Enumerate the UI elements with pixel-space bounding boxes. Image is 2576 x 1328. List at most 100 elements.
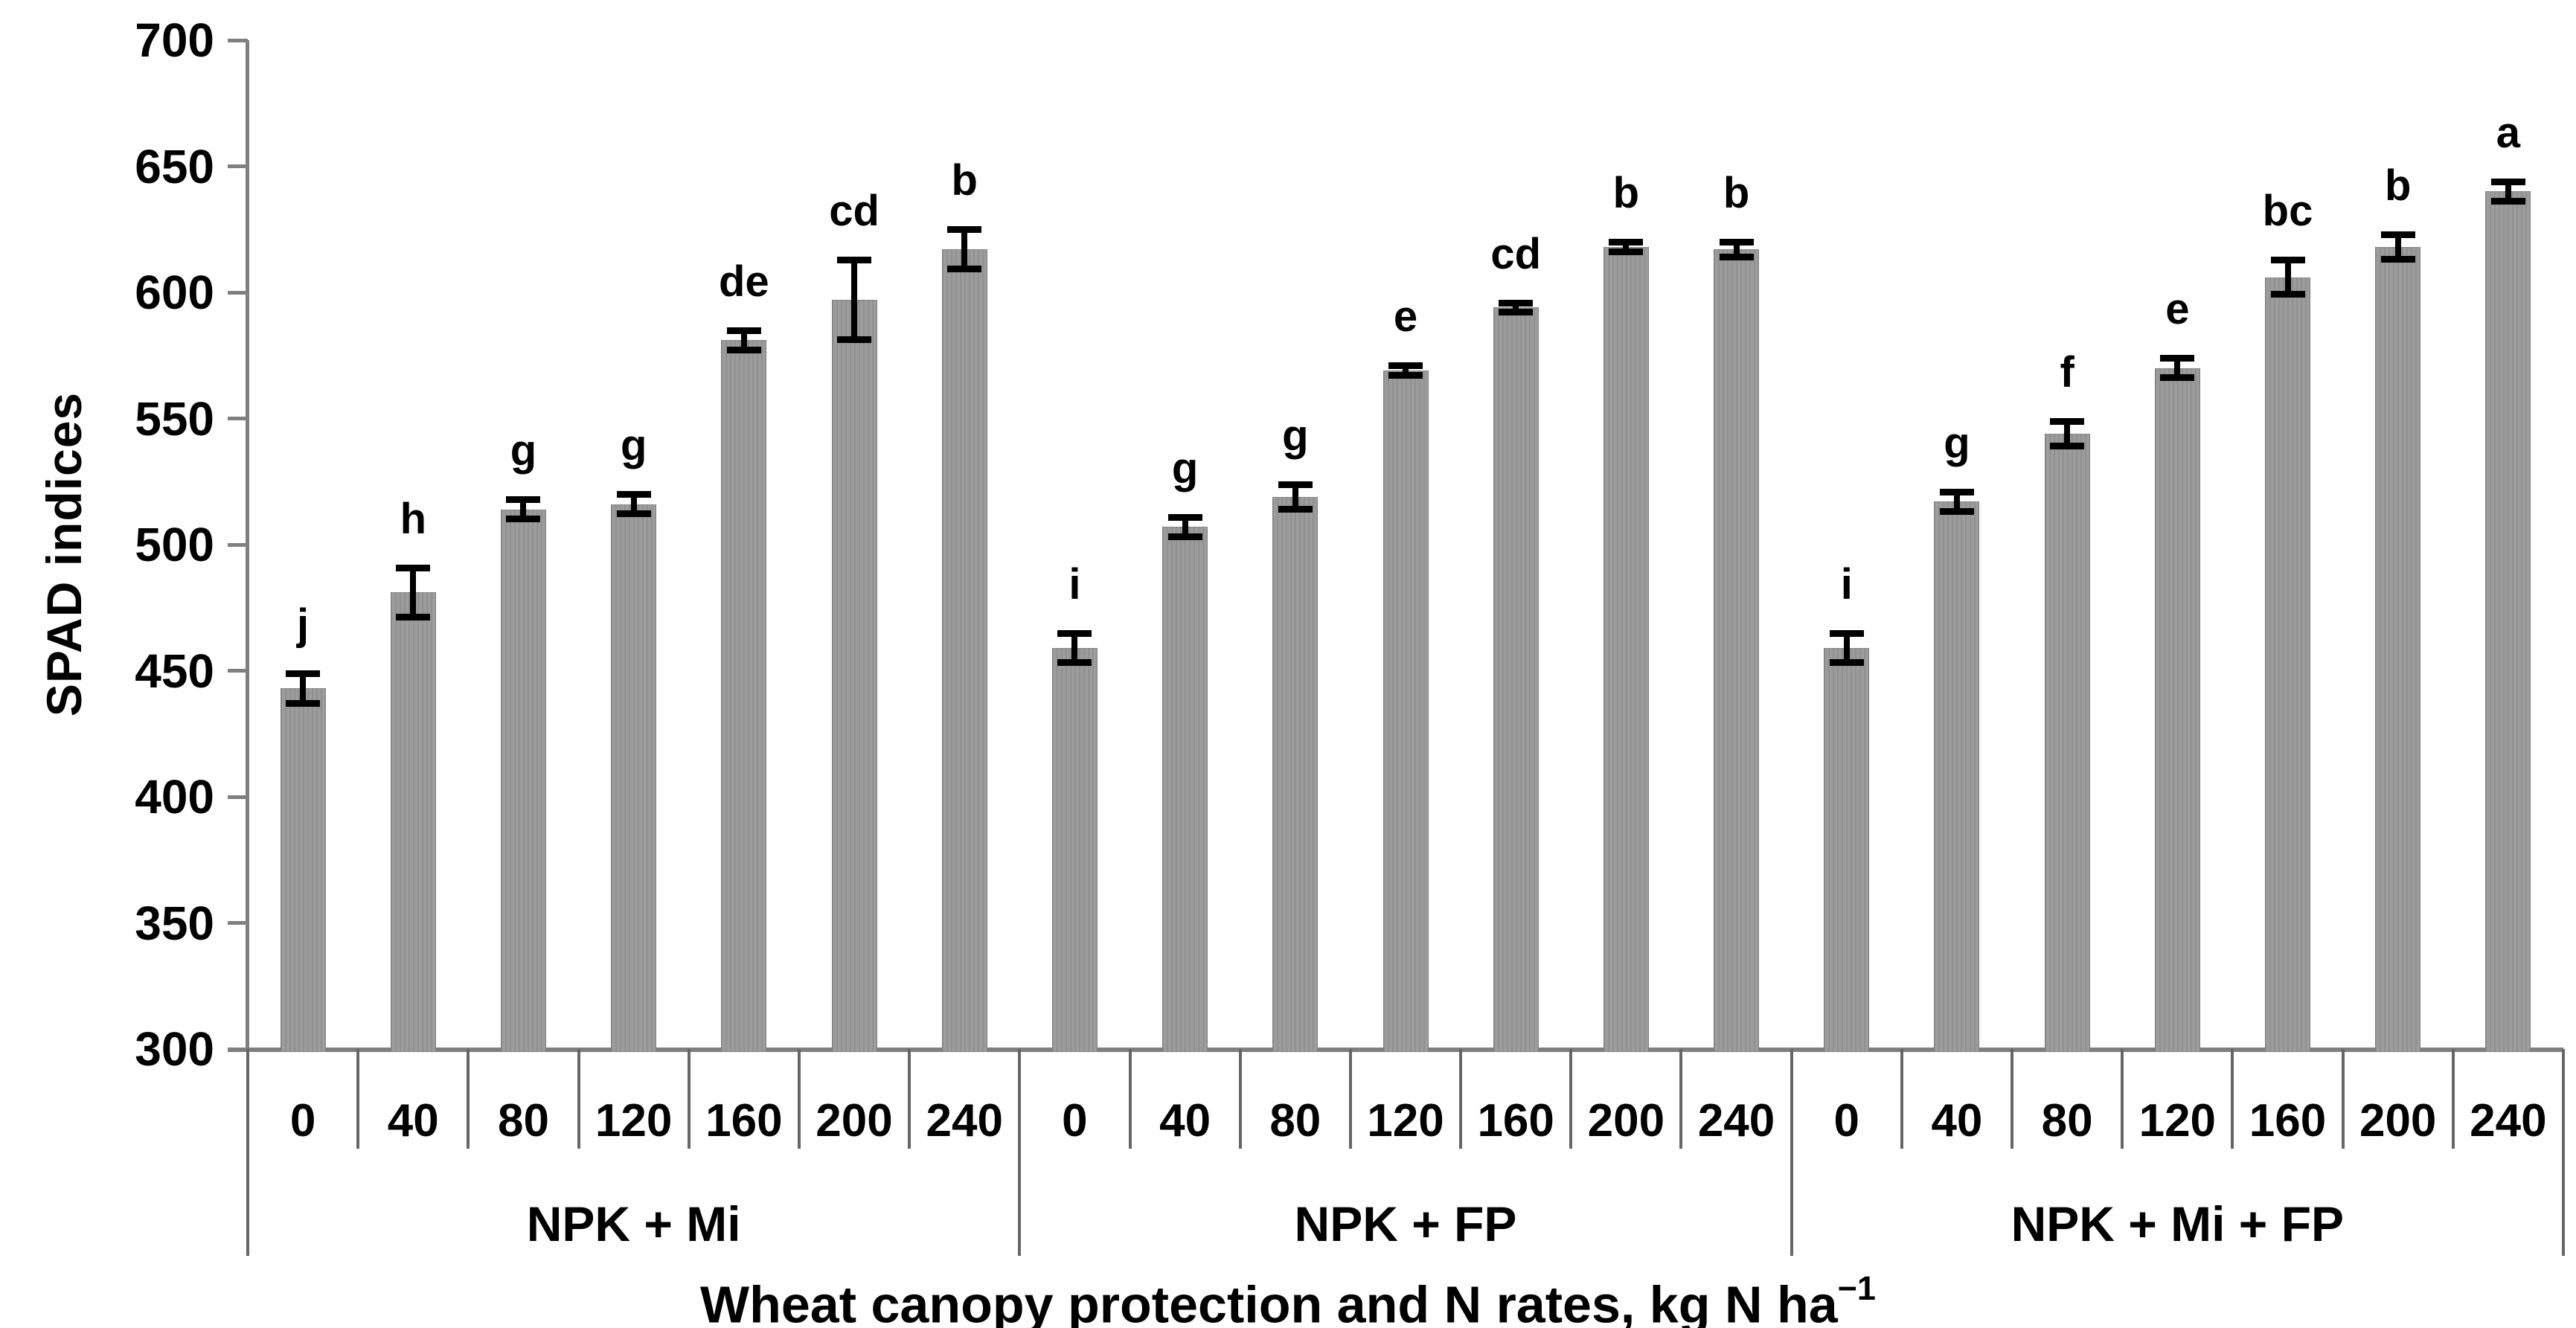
error-bar-line bbox=[2394, 234, 2401, 260]
x-tick-label-n-rate: 80 bbox=[1269, 1095, 1321, 1146]
x-tick-label-n-rate: 240 bbox=[1697, 1095, 1775, 1146]
error-bar-line bbox=[961, 229, 968, 270]
x-tick-label-n-rate: 40 bbox=[1931, 1095, 1983, 1146]
error-bar-cap-bottom bbox=[396, 614, 431, 621]
error-bar-cap-bottom bbox=[2050, 442, 2085, 449]
error-bar-line bbox=[851, 259, 858, 341]
error-bar-line bbox=[1733, 242, 1740, 257]
significance-letter: i bbox=[1840, 559, 1853, 609]
category-separator-line bbox=[2011, 1049, 2014, 1149]
significance-letter: h bbox=[400, 494, 426, 543]
category-separator-line bbox=[577, 1049, 580, 1149]
error-bar-line bbox=[1403, 365, 1409, 376]
error-bar-line bbox=[740, 330, 747, 350]
bar-NPKFP-240 bbox=[1714, 249, 1760, 1052]
category-separator-line bbox=[1459, 1049, 1463, 1149]
error-bar-line bbox=[2505, 181, 2511, 202]
error-bar-line bbox=[1071, 632, 1078, 664]
group-separator-line bbox=[2562, 1049, 2565, 1256]
error-bar-cap-top bbox=[1057, 629, 1092, 637]
y-tick-label: 500 bbox=[135, 518, 214, 571]
error-bar-line bbox=[520, 498, 527, 520]
bar-NPKMi-40 bbox=[390, 592, 436, 1052]
x-axis-title-text: Wheat canopy protection and N rates, kg … bbox=[700, 1275, 1838, 1328]
error-bar-cap-top bbox=[1278, 481, 1313, 488]
error-bar-line bbox=[1513, 302, 1519, 313]
error-bar-cap-top bbox=[1609, 239, 1644, 246]
category-separator-line bbox=[2451, 1049, 2455, 1149]
significance-letter: j bbox=[297, 600, 310, 649]
significance-letter: f bbox=[2060, 347, 2074, 397]
category-separator-line bbox=[2231, 1049, 2234, 1149]
error-bar-line bbox=[1292, 484, 1298, 510]
category-separator-line bbox=[2121, 1049, 2124, 1149]
x-tick-label-n-rate: 200 bbox=[2359, 1095, 2437, 1146]
bar-NPKMiFP-200 bbox=[2375, 246, 2421, 1052]
x-tick-label-n-rate: 120 bbox=[595, 1095, 673, 1146]
error-bar-cap-bottom bbox=[837, 336, 872, 344]
error-bar-cap-bottom bbox=[2270, 291, 2305, 298]
error-bar-cap-top bbox=[506, 495, 541, 503]
error-bar-cap-top bbox=[1499, 299, 1534, 307]
significance-letter: g bbox=[1171, 443, 1199, 493]
category-separator-line bbox=[908, 1049, 911, 1149]
significance-letter: i bbox=[1068, 559, 1081, 609]
error-bar-cap-bottom bbox=[1719, 253, 1754, 260]
error-bar-cap-bottom bbox=[1609, 248, 1644, 255]
bar-NPKMi-0 bbox=[280, 688, 326, 1052]
x-tick-label-n-rate: 240 bbox=[2470, 1095, 2547, 1146]
significance-letter: b bbox=[1612, 169, 1640, 218]
y-tick-mark bbox=[228, 164, 248, 168]
significance-letter: g bbox=[1282, 411, 1309, 460]
error-bar-cap-top bbox=[1719, 239, 1754, 246]
y-tick-label: 700 bbox=[135, 13, 214, 67]
significance-letter: g bbox=[1944, 418, 1970, 467]
error-bar-line bbox=[410, 567, 417, 618]
error-bar-cap-bottom bbox=[1057, 659, 1092, 667]
y-tick-label: 400 bbox=[135, 770, 214, 824]
bar-NPKMi-160 bbox=[721, 340, 767, 1052]
bar-NPKFP-200 bbox=[1603, 246, 1649, 1052]
category-separator-line bbox=[1569, 1049, 1573, 1149]
error-bar-cap-bottom bbox=[1167, 533, 1202, 540]
bar-NPKMiFP-240 bbox=[2485, 191, 2531, 1052]
x-tick-label-n-rate: 0 bbox=[1062, 1095, 1088, 1146]
error-bar-line bbox=[1623, 242, 1630, 252]
error-bar-cap-top bbox=[1829, 629, 1864, 637]
x-axis-title-superscript: −1 bbox=[1837, 1269, 1876, 1307]
error-bar-cap-top bbox=[2490, 178, 2525, 185]
error-bar-cap-top bbox=[286, 670, 321, 677]
error-bar-cap-bottom bbox=[1278, 505, 1313, 513]
bar-NPKMi-240 bbox=[941, 249, 987, 1052]
significance-letter: bc bbox=[2262, 186, 2313, 235]
error-bar-cap-bottom bbox=[506, 516, 541, 523]
error-bar-line bbox=[2064, 420, 2071, 446]
error-bar-cap-top bbox=[396, 564, 431, 571]
bar-NPKMi-80 bbox=[500, 509, 546, 1052]
category-separator-line bbox=[1679, 1049, 1683, 1149]
x-tick-label-n-rate: 160 bbox=[1477, 1095, 1554, 1146]
x-tick-label-n-rate: 80 bbox=[497, 1095, 549, 1146]
error-bar-line bbox=[1843, 632, 1850, 664]
y-tick-label: 600 bbox=[135, 266, 214, 319]
significance-letter: b bbox=[951, 156, 978, 205]
error-bar-cap-top bbox=[2160, 355, 2195, 362]
y-tick-label: 300 bbox=[135, 1022, 214, 1076]
error-bar-cap-top bbox=[1388, 362, 1423, 370]
significance-letter: b bbox=[2384, 161, 2412, 211]
group-separator-line bbox=[246, 1049, 249, 1256]
error-bar-cap-top bbox=[2050, 417, 2085, 425]
category-separator-line bbox=[467, 1049, 470, 1149]
y-tick-mark bbox=[228, 1047, 248, 1051]
bar-NPKMiFP-0 bbox=[1824, 647, 1870, 1052]
significance-letter: cd bbox=[829, 186, 880, 235]
x-tick-label-n-rate: 40 bbox=[1159, 1095, 1211, 1146]
y-tick-label: 550 bbox=[135, 391, 214, 446]
bar-NPKFP-160 bbox=[1493, 307, 1539, 1052]
error-bar-cap-bottom bbox=[726, 346, 761, 353]
x-tick-label-n-rate: 0 bbox=[1833, 1095, 1859, 1146]
error-bar-line bbox=[2284, 259, 2291, 295]
category-separator-line bbox=[1238, 1049, 1242, 1149]
error-bar-cap-bottom bbox=[2380, 255, 2415, 263]
